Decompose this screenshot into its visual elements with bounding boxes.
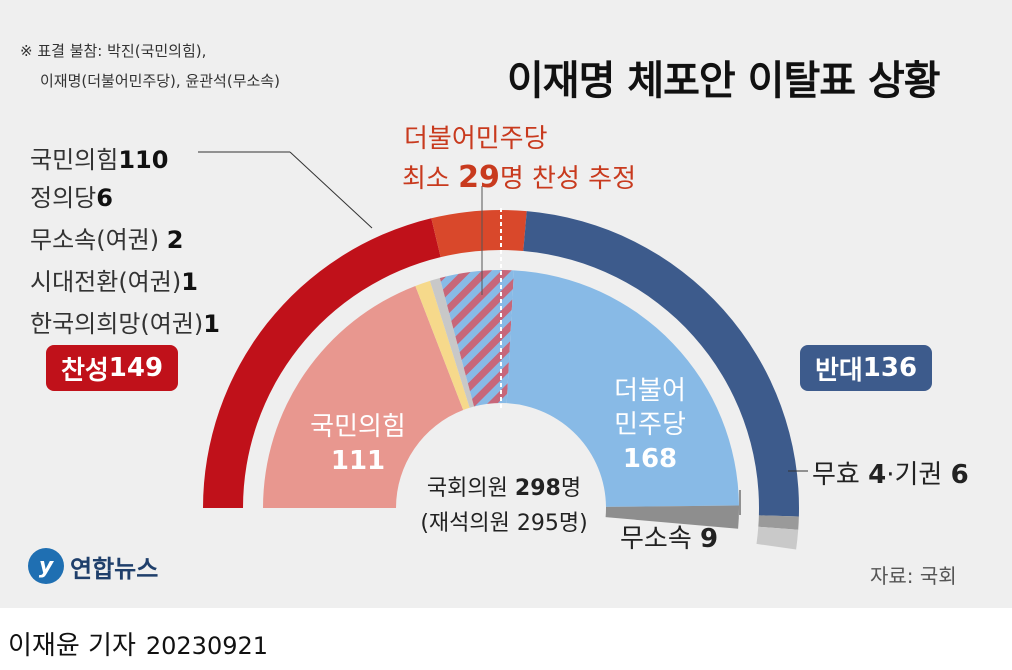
note-line-2: 이재명(더불어민주당), 윤관석(무소속) (40, 72, 280, 90)
inner-ring-seats (263, 270, 739, 529)
yonhap-logo-icon: y (28, 548, 64, 584)
independent-label: 무소속 9 (620, 524, 719, 554)
inner-segment-democrat (506, 270, 739, 507)
inner-segment-independent (605, 505, 739, 529)
outer-segment-against (523, 211, 799, 517)
inner-segment-democrat-for (439, 270, 514, 407)
democrat-note-estimate: 최소 29명 찬성 추정 (402, 160, 636, 195)
outer-segment-invalid (758, 515, 799, 530)
inner-segment-justice (415, 280, 470, 411)
total-seats-label: 국회의원 298명 (426, 476, 582, 501)
inner-segment-ppp (263, 285, 464, 508)
invalid-abstain-label: 무효 4·기권 6 (812, 460, 969, 490)
legend-ppp: 국민의힘110 (30, 146, 169, 174)
legend-hope-korea: 한국의희망(여권)1 (30, 310, 220, 338)
yonhap-logo: y 연합뉴스 (28, 548, 158, 584)
note-line-1: ※ 표결 불참: 박진(국민의힘), (20, 42, 207, 60)
source-label: 자료: 국회 (870, 564, 957, 588)
present-seats-label: (재석의원 295명) (420, 511, 588, 536)
against-votes-badge: 반대 136 (800, 345, 932, 391)
outer-segment-for-democrat (431, 210, 527, 258)
inner-segment-ruling-minor (429, 277, 475, 408)
outer-ring-votes (203, 210, 799, 550)
legend-transition-korea: 시대전환(여권)1 (30, 268, 198, 296)
reporter-byline: 이재윤 기자 20230921 (8, 631, 269, 661)
legend-justice: 정의당6 (30, 184, 113, 212)
outer-segment-abstain (756, 526, 799, 550)
inner-label-democrat: 더불어 민주당 168 (614, 376, 686, 474)
for-votes-badge: 찬성 149 (46, 345, 178, 391)
parliament-chart (198, 151, 808, 550)
democrat-note-title: 더불어민주당 (404, 124, 548, 154)
outer-segment-for (203, 218, 441, 509)
page-title: 이재명 체포안 이탈표 상황 (507, 58, 941, 104)
leader-line-ppp-2 (289, 151, 373, 229)
legend-independent-ruling: 무소속(여권) 2 (30, 226, 184, 254)
yonhap-logo-text: 연합뉴스 (70, 554, 159, 583)
inner-label-ppp: 국민의힘 111 (310, 412, 406, 476)
